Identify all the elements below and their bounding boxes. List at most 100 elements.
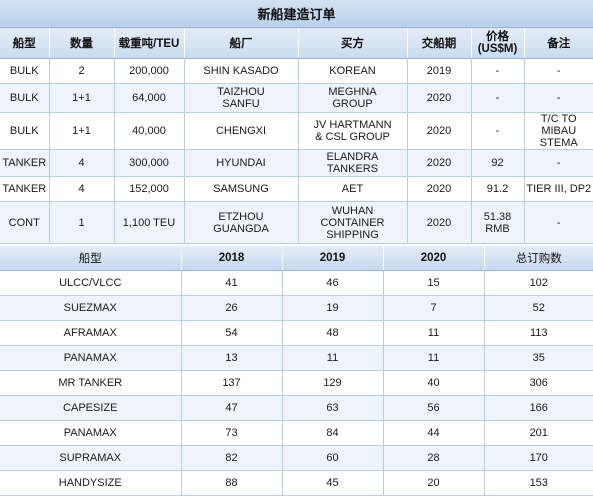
table-cell: JV HARTMANN & CSL GROUP [297, 112, 407, 150]
table-cell: 82 [180, 445, 282, 471]
table-row: ULCC/VLCC 41 46 15 102 [0, 270, 593, 296]
new-orders-table: 新船建造订单 船型 数量 载重吨/TEU 船厂 买方 交船期 价格 (US$M)… [0, 0, 593, 244]
table-cell: - [523, 149, 593, 177]
column-header: 2018 [180, 246, 282, 271]
column-header: 2020 [382, 246, 484, 271]
table-cell: 40,000 [113, 112, 184, 150]
table-cell: 2020 [406, 112, 471, 150]
column-header: 买方 [297, 27, 407, 59]
table-cell: CAPESIZE [0, 395, 181, 421]
orderbook-summary-table: 船型 2018 2019 2020 总订购数 ULCC/VLCC 41 46 15 10… [0, 246, 593, 496]
table-cell: WUHAN CONTAINER SHIPPING [297, 201, 407, 244]
table-cell: 4 [48, 149, 114, 177]
table-cell: 4 [48, 176, 114, 202]
new-orders-body: BULK 2 200,000 SHIN KASADO KOREAN 2019- - BULK 1… [0, 58, 593, 244]
table-cell: 41 [180, 270, 282, 296]
table-cell: 306 [483, 370, 593, 396]
table-cell: ULCC/VLCC [0, 270, 181, 296]
table-title: 新船建造订单 [0, 0, 593, 28]
column-header: 总订购数 [483, 246, 593, 271]
table-cell: 170 [483, 445, 593, 471]
table-cell: 153 [483, 470, 593, 496]
table-cell: 2020 [406, 176, 471, 202]
table-cell: KOREAN [297, 58, 407, 84]
table-cell: 52 [483, 295, 593, 321]
table-cell: 2020 [406, 83, 471, 113]
table-row: TANKER 4 300,000 HYUNDAI ELANDRA TANKERS 2020… [0, 149, 593, 177]
table-cell: CONT [0, 201, 49, 244]
column-header: 价格 (US$M) [470, 27, 524, 59]
column-header: 船型 [0, 246, 181, 271]
table-cell: - [523, 201, 593, 244]
table-cell: 47 [180, 395, 282, 421]
table-cell: 1+1 [48, 83, 114, 113]
table-row: CAPESIZE 47 63 56 166 [0, 395, 593, 421]
table-cell: TANKER [0, 149, 49, 177]
table-cell: 19 [281, 295, 383, 321]
table-cell: 201 [483, 420, 593, 446]
column-header: 交船期 [406, 27, 471, 59]
table-cell: 2019 [406, 58, 471, 84]
table-cell: 92 [470, 149, 524, 177]
table-cell: 137 [180, 370, 282, 396]
table-cell: SAMSUNG [183, 176, 298, 202]
table-cell: HANDYSIZE [0, 470, 181, 496]
table-row: BULK 2 200,000 SHIN KASADO KOREAN 2019- - [0, 58, 593, 84]
table-cell: 166 [483, 395, 593, 421]
table-cell: 35 [483, 345, 593, 371]
table-row: TANKER 4 152,000 SAMSUNG AET 2020 91.2 TIER III… [0, 176, 593, 202]
table-header-row: 船型 2018 2019 2020 总订购数 [0, 246, 593, 271]
table-cell: 129 [281, 370, 383, 396]
table-cell: 15 [382, 270, 484, 296]
table-cell: 44 [382, 420, 484, 446]
table-cell: 54 [180, 320, 282, 346]
column-header: 备注 [523, 27, 593, 59]
table-cell: BULK [0, 58, 49, 84]
table-cell: 28 [382, 445, 484, 471]
table-cell: ELANDRA TANKERS [297, 149, 407, 177]
table-header-row: 船型 数量 载重吨/TEU 船厂 买方 交船期 价格 (US$M) 备注 [0, 27, 593, 59]
table-cell: AFRAMAX [0, 320, 181, 346]
table-cell: - [523, 58, 593, 84]
table-cell: 11 [382, 320, 484, 346]
table-row: AFRAMAX 54 48 11 113 [0, 320, 593, 346]
column-header: 船型 [0, 27, 49, 59]
table-cell: 2020 [406, 201, 471, 244]
table-cell: 48 [281, 320, 383, 346]
table-cell: 2020 [406, 149, 471, 177]
table-cell: 56 [382, 395, 484, 421]
column-header: 数量 [48, 27, 114, 59]
table-cell: - [470, 112, 524, 150]
table-cell: HYUNDAI [183, 149, 298, 177]
table-cell: 51.38 RMB [470, 201, 524, 244]
table-row: MR TANKER 137 129 40 306 [0, 370, 593, 396]
table-cell: 40 [382, 370, 484, 396]
table-cell: T/C TO MIBAU STEMA [523, 112, 593, 150]
table-row: BULK 1+1 64,000 TAIZHOU SANFU MEGHNA GROUP 20… [0, 83, 593, 113]
column-header: 船厂 [183, 27, 298, 59]
table-row: PANAMAX 13 11 11 35 [0, 345, 593, 371]
column-header: 载重吨/TEU [113, 27, 184, 59]
column-header: 2019 [281, 246, 383, 271]
table-cell: - [470, 83, 524, 113]
table-cell: 64,000 [113, 83, 184, 113]
table-row: CONT 1 1,100 TEU ETZHOU GUANGDA WUHAN CONTAI… [0, 201, 593, 244]
table-cell: - [470, 58, 524, 84]
table-cell: 2 [48, 58, 114, 84]
table-cell: TANKER [0, 176, 49, 202]
table-cell: 200,000 [113, 58, 184, 84]
table-cell: 1 [48, 201, 114, 244]
table-cell: CHENGXI [183, 112, 298, 150]
table-cell: 13 [180, 345, 282, 371]
table-cell: 113 [483, 320, 593, 346]
table-cell: 45 [281, 470, 383, 496]
table-cell: 26 [180, 295, 282, 321]
table-cell: 152,000 [113, 176, 184, 202]
table-cell: PANAMAX [0, 345, 181, 371]
table-cell: 1,100 TEU [113, 201, 184, 244]
table-cell: 91.2 [470, 176, 524, 202]
table-row: SUPRAMAX 82 60 28 170 [0, 445, 593, 471]
table-cell: - [523, 83, 593, 113]
table-cell: MEGHNA GROUP [297, 83, 407, 113]
